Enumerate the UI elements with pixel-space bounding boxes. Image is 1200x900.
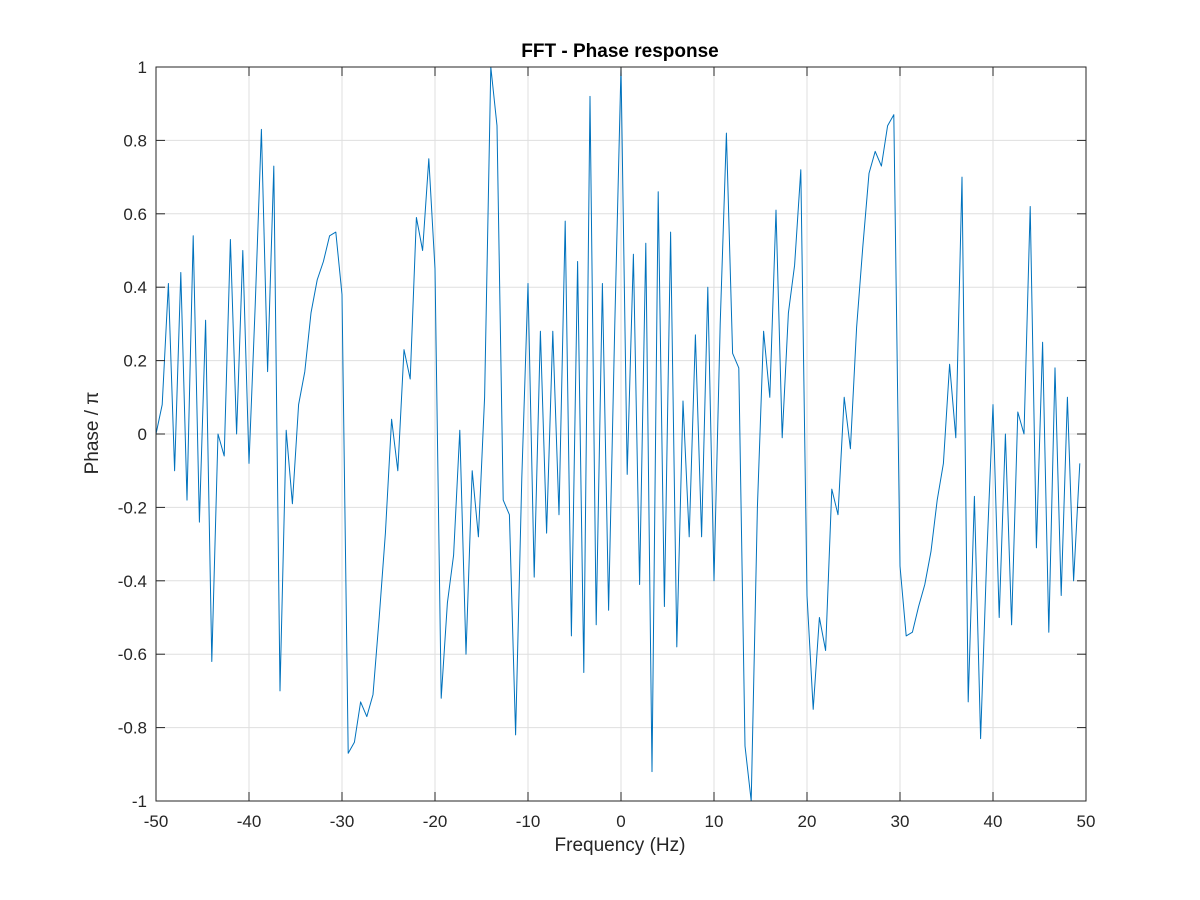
y-tick-label: -1 xyxy=(132,792,147,811)
x-tick-label: -40 xyxy=(237,812,262,831)
x-tick-label: 0 xyxy=(616,812,625,831)
phase-series-line xyxy=(155,66,1081,802)
x-tick-label: -30 xyxy=(330,812,355,831)
x-tick-label: -10 xyxy=(516,812,541,831)
y-tick-label: 0.8 xyxy=(123,131,147,150)
y-tick-label: 0.6 xyxy=(123,205,147,224)
y-tick-label: -0.2 xyxy=(118,498,147,517)
x-tick-label: 30 xyxy=(891,812,910,831)
x-tick-label: 50 xyxy=(1077,812,1096,831)
x-tick-label: 20 xyxy=(798,812,817,831)
x-tick-label: -20 xyxy=(423,812,448,831)
y-tick-label: -0.6 xyxy=(118,645,147,664)
y-tick-label: -0.8 xyxy=(118,719,147,738)
x-axis-label: Frequency (Hz) xyxy=(555,835,686,856)
x-tick-labels: -50 -40 -30 -20 -10 0 10 20 30 40 50 xyxy=(144,812,1096,831)
y-axis-label: Phase / π xyxy=(82,392,103,475)
y-tick-label: 0 xyxy=(138,425,147,444)
x-tick-label: 10 xyxy=(705,812,724,831)
y-tick-labels: -1 -0.8 -0.6 -0.4 -0.2 0 0.2 0.4 0.6 0.8 1 xyxy=(118,58,147,811)
y-tick-label: -0.4 xyxy=(118,572,147,591)
chart-title: FFT - Phase response xyxy=(521,41,718,62)
axis-ticks xyxy=(155,66,1087,802)
x-tick-label: -50 xyxy=(144,812,169,831)
y-tick-label: 0.4 xyxy=(123,278,147,297)
x-tick-label: 40 xyxy=(984,812,1003,831)
y-tick-label: 0.2 xyxy=(123,352,147,371)
y-tick-label: 1 xyxy=(138,58,147,77)
plot-area xyxy=(155,66,1081,802)
